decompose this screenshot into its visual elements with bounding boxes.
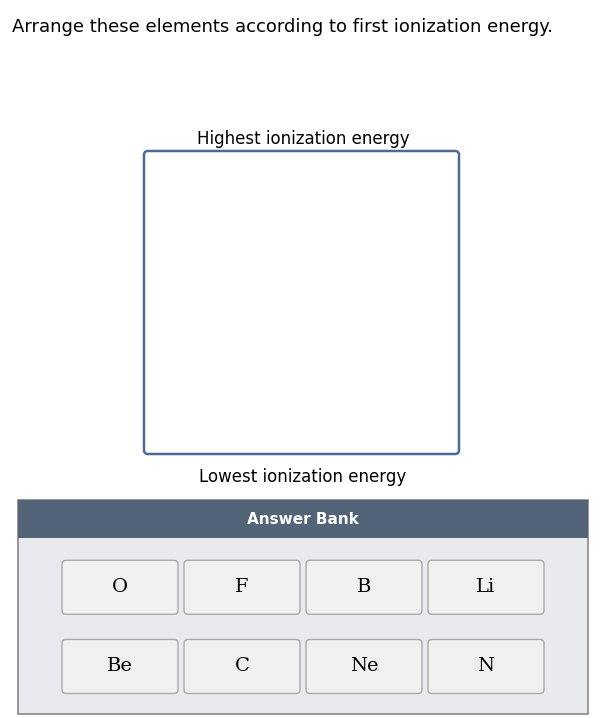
- Text: Answer Bank: Answer Bank: [247, 511, 359, 526]
- FancyBboxPatch shape: [62, 640, 178, 694]
- Text: O: O: [112, 578, 128, 596]
- FancyBboxPatch shape: [184, 560, 300, 615]
- Text: Li: Li: [476, 578, 496, 596]
- FancyBboxPatch shape: [144, 151, 459, 454]
- Text: Arrange these elements according to first ionization energy.: Arrange these elements according to firs…: [12, 18, 553, 36]
- Text: N: N: [478, 658, 494, 676]
- FancyBboxPatch shape: [184, 640, 300, 694]
- FancyBboxPatch shape: [62, 560, 178, 615]
- FancyBboxPatch shape: [306, 640, 422, 694]
- FancyBboxPatch shape: [428, 560, 544, 615]
- Text: F: F: [235, 578, 248, 596]
- FancyBboxPatch shape: [306, 560, 422, 615]
- Bar: [18, 500, 588, 538]
- Bar: [18, 500, 588, 714]
- Text: Highest ionization energy: Highest ionization energy: [197, 130, 409, 148]
- Text: Ne: Ne: [350, 658, 378, 676]
- Text: Lowest ionization energy: Lowest ionization energy: [199, 468, 407, 486]
- FancyBboxPatch shape: [428, 640, 544, 694]
- Text: B: B: [357, 578, 371, 596]
- Text: C: C: [235, 658, 250, 676]
- Text: Be: Be: [107, 658, 133, 676]
